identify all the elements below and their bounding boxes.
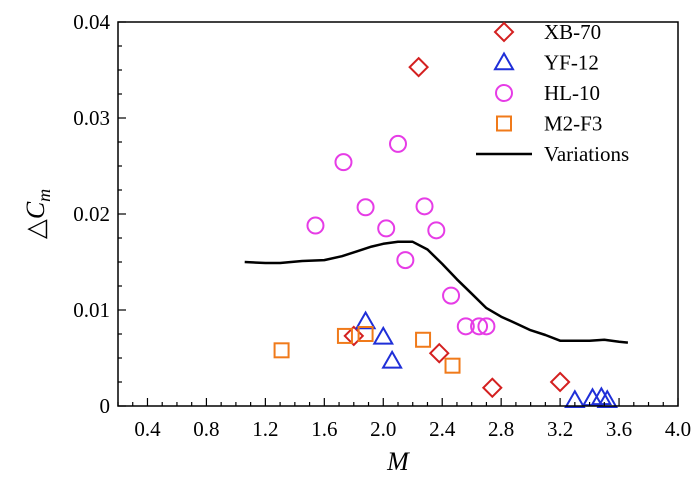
m2-f3-point [444, 357, 461, 374]
legend-label-hl-10: HL-10 [544, 81, 600, 105]
y-axis-label: △Cm [21, 189, 54, 239]
legend-label-xb-70: XB-70 [544, 20, 601, 44]
hl-10-point [334, 153, 353, 172]
legend: XB-70 YF-12 HL-10 M2-F3 Variations [476, 20, 629, 166]
axes [117, 21, 679, 407]
hl-10-point [377, 219, 396, 238]
x-tick-label: 2.0 [370, 417, 396, 441]
plot-frame [117, 21, 679, 407]
hl-10-point [356, 198, 375, 217]
hl-10-point [477, 317, 496, 336]
hl-10-point [389, 134, 407, 153]
variations-line [244, 240, 629, 344]
yf-12-point [596, 389, 618, 408]
y-tick-label: 0 [100, 394, 111, 418]
yf-12-point [590, 386, 613, 406]
legend-swatch-yf-12 [493, 51, 515, 71]
xb-70-point [428, 342, 450, 364]
x-tick-label: 3.6 [606, 417, 632, 441]
legend-swatch-hl-10 [495, 84, 513, 102]
y-label-symbol: △ [21, 219, 50, 239]
legend-swatch-xb-70 [493, 21, 515, 43]
y-axis-label-text: △Cm [21, 189, 54, 239]
yf-12-point [354, 310, 377, 330]
legend-swatch-m2-f3 [496, 115, 512, 132]
legend-label-m2-f3: M2-F3 [544, 112, 602, 136]
x-axis-label: M [386, 447, 410, 476]
x-tick-label: 0.8 [193, 417, 219, 441]
yf-12-point [381, 349, 403, 369]
m2-f3-point [336, 327, 353, 344]
hl-10-point [442, 286, 461, 305]
y-tick-label: 0.02 [73, 202, 110, 226]
hl-10-point [470, 317, 489, 336]
legend-label-variations: Variations [544, 142, 629, 166]
hl-10-point [415, 197, 434, 216]
series-lines [244, 240, 629, 344]
y-label-subscript: m [34, 189, 54, 202]
data-markers [273, 56, 618, 408]
yf-12-point [372, 325, 394, 345]
x-tick-label: 2.8 [488, 417, 514, 441]
y-label-main: C [21, 201, 50, 219]
m2-f3-point [357, 326, 374, 342]
hl-10-point [427, 221, 446, 240]
xb-70-point [481, 377, 503, 399]
xb-70-point [408, 56, 430, 78]
hl-10-point [456, 317, 475, 336]
xb-70-point [343, 325, 365, 347]
y-tick-label: 0.01 [73, 298, 110, 322]
y-tick-label: 0.03 [73, 106, 110, 130]
y-tick-label: 0.04 [73, 10, 110, 34]
hl-10-point [396, 251, 415, 270]
x-tick-label: 4.0 [665, 417, 691, 441]
x-tick-label: 2.4 [429, 417, 456, 441]
tick-labels: 0.4 0.8 1.2 1.6 2.0 2.4 2.8 3.2 3.6 4.0 0 0.01 0.02 0… [73, 10, 691, 441]
xb-70-point [549, 371, 571, 393]
x-tick-label: 3.2 [547, 417, 573, 441]
hl-10-point [306, 216, 325, 235]
x-tick-label: 1.6 [311, 417, 337, 441]
x-tick-label: 1.2 [252, 417, 278, 441]
m2-f3-point [273, 342, 290, 359]
x-tick-label: 0.4 [134, 417, 161, 441]
m2-f3-point [415, 331, 432, 348]
legend-label-yf-12: YF-12 [544, 51, 599, 75]
yf-12-point [564, 389, 586, 408]
